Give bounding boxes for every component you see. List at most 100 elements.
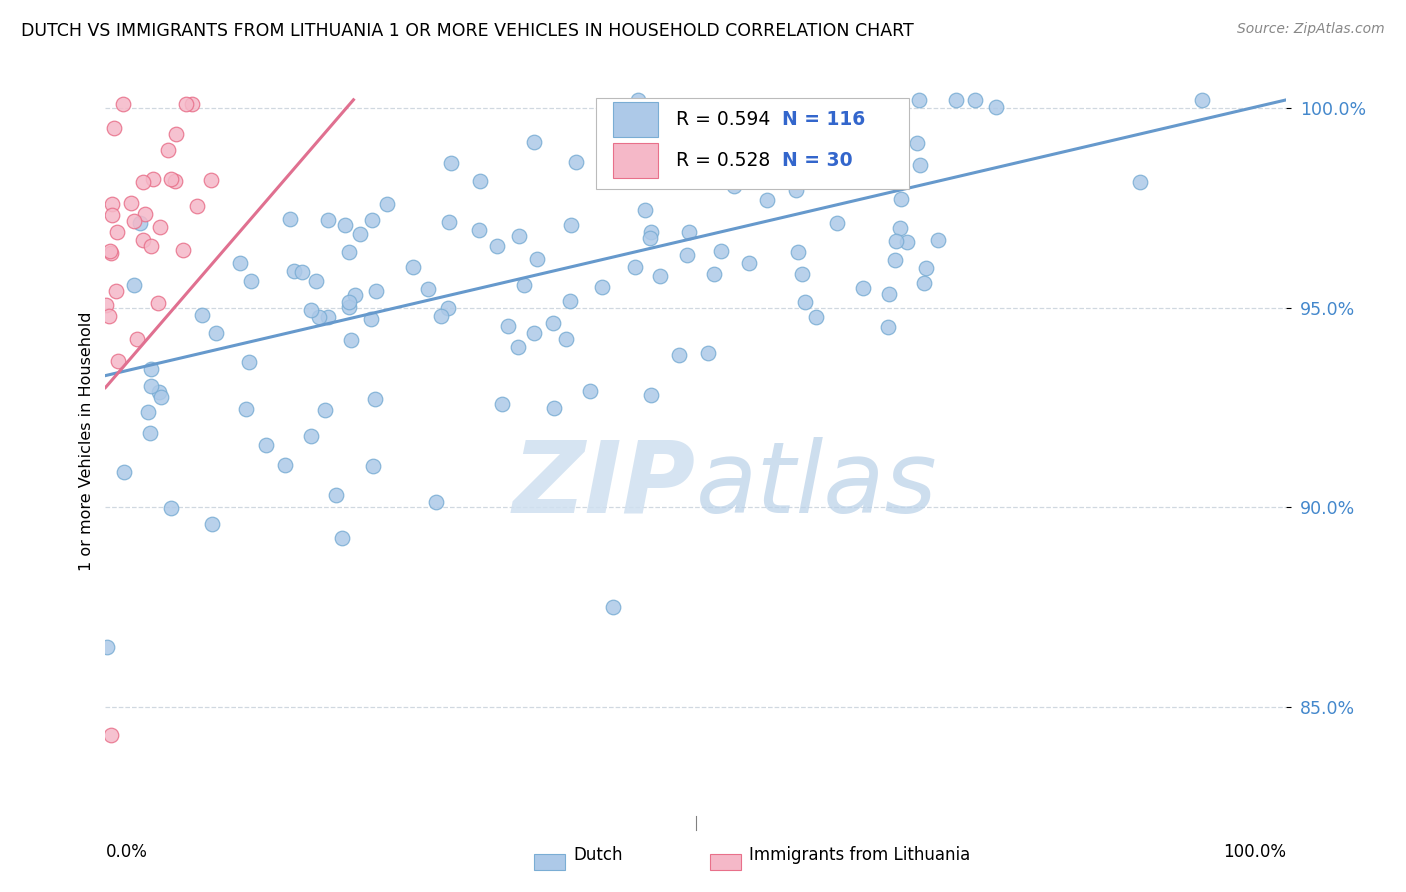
Point — [564, 155, 586, 169]
Point — [125, 332, 148, 346]
Point — [675, 248, 697, 262]
Point — [1129, 175, 1152, 189]
Point — [239, 274, 262, 288]
Point — [139, 425, 162, 440]
Point — [910, 158, 932, 172]
Point — [827, 216, 849, 230]
Point — [889, 220, 911, 235]
Point — [132, 233, 155, 247]
Point — [945, 93, 967, 107]
Point — [235, 401, 257, 416]
Point — [485, 239, 508, 253]
Point — [375, 197, 398, 211]
Point — [884, 99, 907, 113]
Point — [132, 175, 155, 189]
Point — [274, 458, 297, 472]
Point — [316, 310, 339, 325]
Point — [100, 728, 122, 742]
Point — [437, 215, 460, 229]
Point — [915, 261, 938, 276]
Text: N = 116: N = 116 — [782, 110, 866, 129]
Text: ZIP: ZIP — [513, 437, 696, 534]
Point — [229, 256, 252, 270]
Point — [340, 333, 363, 347]
Point — [786, 244, 808, 259]
Point — [122, 214, 145, 228]
Point — [129, 216, 152, 230]
Point — [325, 487, 347, 501]
Point — [523, 135, 546, 149]
Point — [648, 268, 671, 283]
Text: R = 0.528: R = 0.528 — [676, 151, 770, 170]
Point — [308, 310, 330, 325]
Text: Source: ZipAtlas.com: Source: ZipAtlas.com — [1237, 22, 1385, 37]
Point — [314, 402, 336, 417]
Point — [640, 388, 662, 402]
Point — [785, 183, 807, 197]
Point — [316, 213, 339, 227]
Point — [896, 235, 918, 250]
Point — [186, 200, 208, 214]
Text: 100.0%: 100.0% — [1223, 843, 1286, 861]
Point — [870, 132, 893, 146]
Point — [468, 174, 491, 188]
Point — [190, 308, 212, 322]
FancyBboxPatch shape — [613, 102, 658, 137]
Text: N = 30: N = 30 — [782, 151, 853, 170]
Point — [668, 348, 690, 362]
Point — [360, 213, 382, 227]
Point — [103, 120, 125, 135]
Point — [884, 235, 907, 249]
Point — [360, 312, 382, 326]
Point — [299, 303, 322, 318]
Point — [180, 96, 202, 111]
Point — [963, 93, 986, 107]
Point — [558, 294, 581, 309]
Point — [366, 284, 388, 298]
Point — [104, 284, 127, 298]
Point — [139, 362, 162, 376]
Point — [122, 277, 145, 292]
Point — [204, 326, 226, 341]
Point — [513, 278, 536, 293]
Point — [523, 326, 546, 340]
Point — [624, 260, 647, 275]
FancyBboxPatch shape — [613, 143, 658, 178]
Point — [602, 600, 624, 615]
Point — [337, 295, 360, 310]
Point — [506, 340, 529, 354]
Point — [364, 392, 387, 407]
Point — [176, 96, 198, 111]
Point — [491, 396, 513, 410]
Point — [200, 172, 222, 186]
Point — [148, 384, 170, 399]
Point — [543, 401, 565, 415]
Text: atlas: atlas — [696, 437, 938, 534]
Text: R = 0.594: R = 0.594 — [676, 110, 770, 129]
Y-axis label: 1 or more Vehicles in Household: 1 or more Vehicles in Household — [79, 312, 94, 571]
Point — [416, 281, 439, 295]
Point — [578, 384, 600, 398]
Point — [107, 353, 129, 368]
Point — [437, 301, 460, 315]
Point — [738, 256, 761, 270]
Text: Immigrants from Lithuania: Immigrants from Lithuania — [749, 846, 970, 863]
Point — [121, 195, 143, 210]
Point — [159, 172, 181, 186]
Point — [640, 226, 662, 240]
Point — [852, 281, 875, 295]
Point — [877, 287, 900, 301]
Point — [160, 500, 183, 515]
Point — [349, 227, 371, 241]
Point — [1191, 93, 1213, 107]
Point — [696, 345, 718, 359]
Point — [883, 253, 905, 268]
Point — [344, 287, 367, 301]
Point — [890, 192, 912, 206]
Point — [817, 172, 839, 186]
Point — [139, 238, 162, 252]
Point — [291, 265, 314, 279]
Point — [172, 243, 194, 257]
Point — [96, 640, 118, 655]
Point — [496, 318, 519, 333]
